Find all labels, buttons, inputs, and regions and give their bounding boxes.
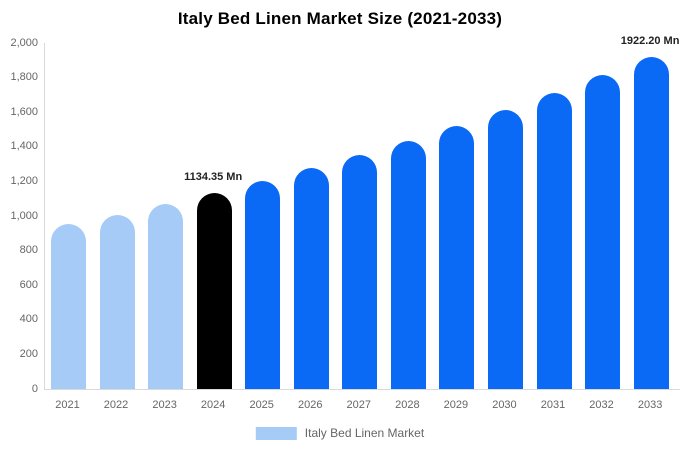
- data-label-2033: 1922.20 Mn: [620, 34, 680, 47]
- bar-2022[interactable]: [99, 214, 135, 389]
- legend-item[interactable]: Italy Bed Linen Market: [255, 426, 425, 440]
- y-tick-label-1,200: 1,200: [10, 174, 38, 187]
- plot-area: [44, 43, 680, 390]
- x-tick-label-2029: 2029: [443, 399, 469, 411]
- x-tick-label-2027: 2027: [346, 399, 372, 411]
- chart-title: Italy Bed Linen Market Size (2021-2033): [177, 9, 503, 28]
- bar-2021[interactable]: [51, 224, 86, 389]
- bar-2023[interactable]: [148, 203, 184, 389]
- legend-label: Italy Bed Linen Market: [304, 426, 425, 440]
- y-tick-label-1,000: 1,000: [10, 209, 38, 222]
- x-tick-label-2022: 2022: [103, 399, 129, 411]
- x-tick-label-2028: 2028: [395, 399, 420, 411]
- x-tick-label-2025: 2025: [249, 399, 274, 411]
- x-tick-label-2030: 2030: [492, 399, 517, 411]
- y-tick-label-600: 600: [19, 278, 38, 291]
- y-tick-label-2,000: 2,000: [10, 36, 38, 49]
- y-tick-label-200: 200: [19, 347, 38, 360]
- x-tick-label-2023: 2023: [152, 399, 177, 411]
- bar-2029[interactable]: [439, 125, 475, 389]
- y-tick-label-800: 800: [19, 244, 38, 257]
- bar-2028[interactable]: [390, 140, 426, 389]
- bar-2024[interactable]: [196, 192, 232, 389]
- bar-2025[interactable]: [245, 180, 281, 389]
- bar-2033[interactable]: [633, 56, 669, 389]
- x-tick-label-2026: 2026: [298, 399, 323, 411]
- bar-2030[interactable]: [487, 110, 523, 389]
- y-tick-label-400: 400: [19, 313, 38, 326]
- data-label-2024: 1134.35 Mn: [184, 170, 243, 183]
- y-tick-label-1,600: 1,600: [10, 105, 38, 118]
- y-tick-label-1,400: 1,400: [10, 140, 38, 153]
- x-tick-label-2024: 2024: [200, 399, 226, 411]
- y-tick-label-0: 0: [31, 382, 38, 395]
- bar-2032[interactable]: [585, 75, 621, 389]
- x-tick-label-2032: 2032: [589, 399, 614, 411]
- bar-2026[interactable]: [293, 168, 329, 389]
- bar-2027[interactable]: [342, 155, 378, 389]
- y-tick-label-1,800: 1,800: [10, 71, 38, 84]
- legend-swatch-icon: [255, 426, 297, 440]
- bar-2031[interactable]: [536, 93, 572, 389]
- x-tick-label-2033: 2033: [637, 399, 663, 411]
- x-tick-label-2031: 2031: [540, 399, 566, 411]
- x-tick-label-2021: 2021: [55, 399, 80, 411]
